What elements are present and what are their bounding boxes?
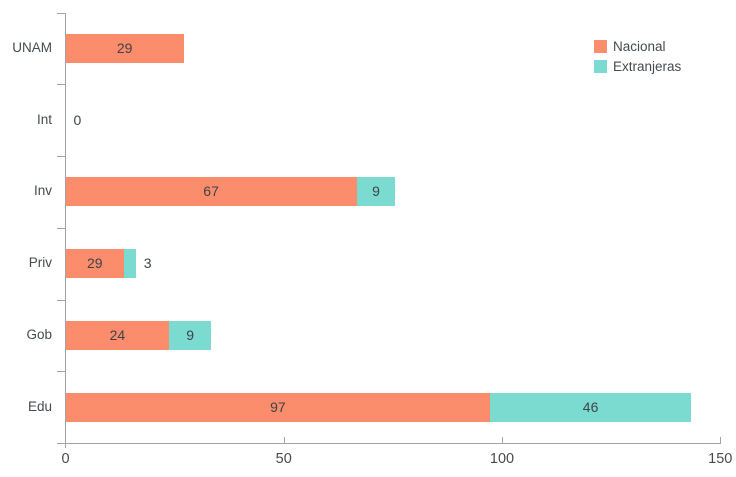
x-tick-label: 100 bbox=[489, 451, 515, 467]
bar-segment-nacional-inv bbox=[65, 177, 357, 207]
legend: Nacional Extranjeras bbox=[594, 40, 681, 79]
bar-value-label: 9 bbox=[186, 326, 194, 343]
legend-swatch-extranjeras-icon bbox=[594, 59, 607, 73]
x-tick-label: 150 bbox=[708, 451, 733, 467]
category-label-int: Int bbox=[36, 111, 52, 127]
bar-segment-extranjeras-edu bbox=[490, 392, 691, 422]
category-label-unam: UNAM bbox=[12, 40, 52, 56]
y-axis-tick bbox=[56, 371, 65, 373]
y-axis-tick bbox=[56, 442, 65, 444]
legend-label-extranjeras: Extranjeras bbox=[613, 58, 682, 74]
category-label-inv: Inv bbox=[33, 183, 52, 199]
y-axis-tick bbox=[56, 299, 65, 301]
legend-item-nacional: Nacional bbox=[594, 40, 681, 53]
bar-value-label: 24 bbox=[109, 326, 126, 343]
bar-value-label: 67 bbox=[203, 183, 219, 200]
bar-value-label: 3 bbox=[143, 255, 152, 272]
bar-segment-extranjeras-priv bbox=[123, 249, 136, 279]
bar-value-label: 9 bbox=[372, 183, 380, 200]
y-axis-tick bbox=[56, 156, 65, 158]
category-label-priv: Priv bbox=[28, 255, 52, 271]
legend-item-extranjeras: Extranjeras bbox=[594, 58, 682, 74]
bar-value-label: 0 bbox=[73, 111, 82, 128]
category-label-edu: Edu bbox=[27, 398, 52, 414]
bar-value-label: 97 bbox=[270, 398, 286, 415]
x-tick-label: 50 bbox=[275, 451, 292, 467]
y-axis-tick bbox=[56, 227, 65, 229]
legend-label-nacional: Nacional bbox=[613, 39, 666, 54]
bar-segment-extranjeras-inv bbox=[356, 177, 396, 207]
legend-swatch-nacional-icon bbox=[594, 40, 607, 53]
x-axis-line bbox=[65, 443, 721, 444]
bar-value-label: 29 bbox=[116, 40, 133, 57]
bar-value-label: 46 bbox=[582, 398, 599, 415]
bar-segment-nacional-edu bbox=[65, 392, 491, 422]
category-label-gob: Gob bbox=[26, 326, 52, 342]
x-axis-tick bbox=[502, 436, 503, 443]
bar-segment-nacional-priv bbox=[65, 249, 124, 279]
y-axis-tick bbox=[56, 12, 65, 14]
x-axis-tick bbox=[283, 436, 285, 443]
y-axis-tick bbox=[56, 84, 65, 86]
x-axis-tick bbox=[720, 436, 722, 443]
y-axis-line bbox=[65, 12, 66, 448]
bar-segment-nacional-gob bbox=[65, 320, 170, 350]
bar-segment-nacional-unam bbox=[65, 34, 184, 64]
bar-value-label: 29 bbox=[86, 255, 103, 272]
bar-segment-extranjeras-gob bbox=[169, 320, 211, 350]
x-tick-label: 0 bbox=[61, 451, 70, 467]
